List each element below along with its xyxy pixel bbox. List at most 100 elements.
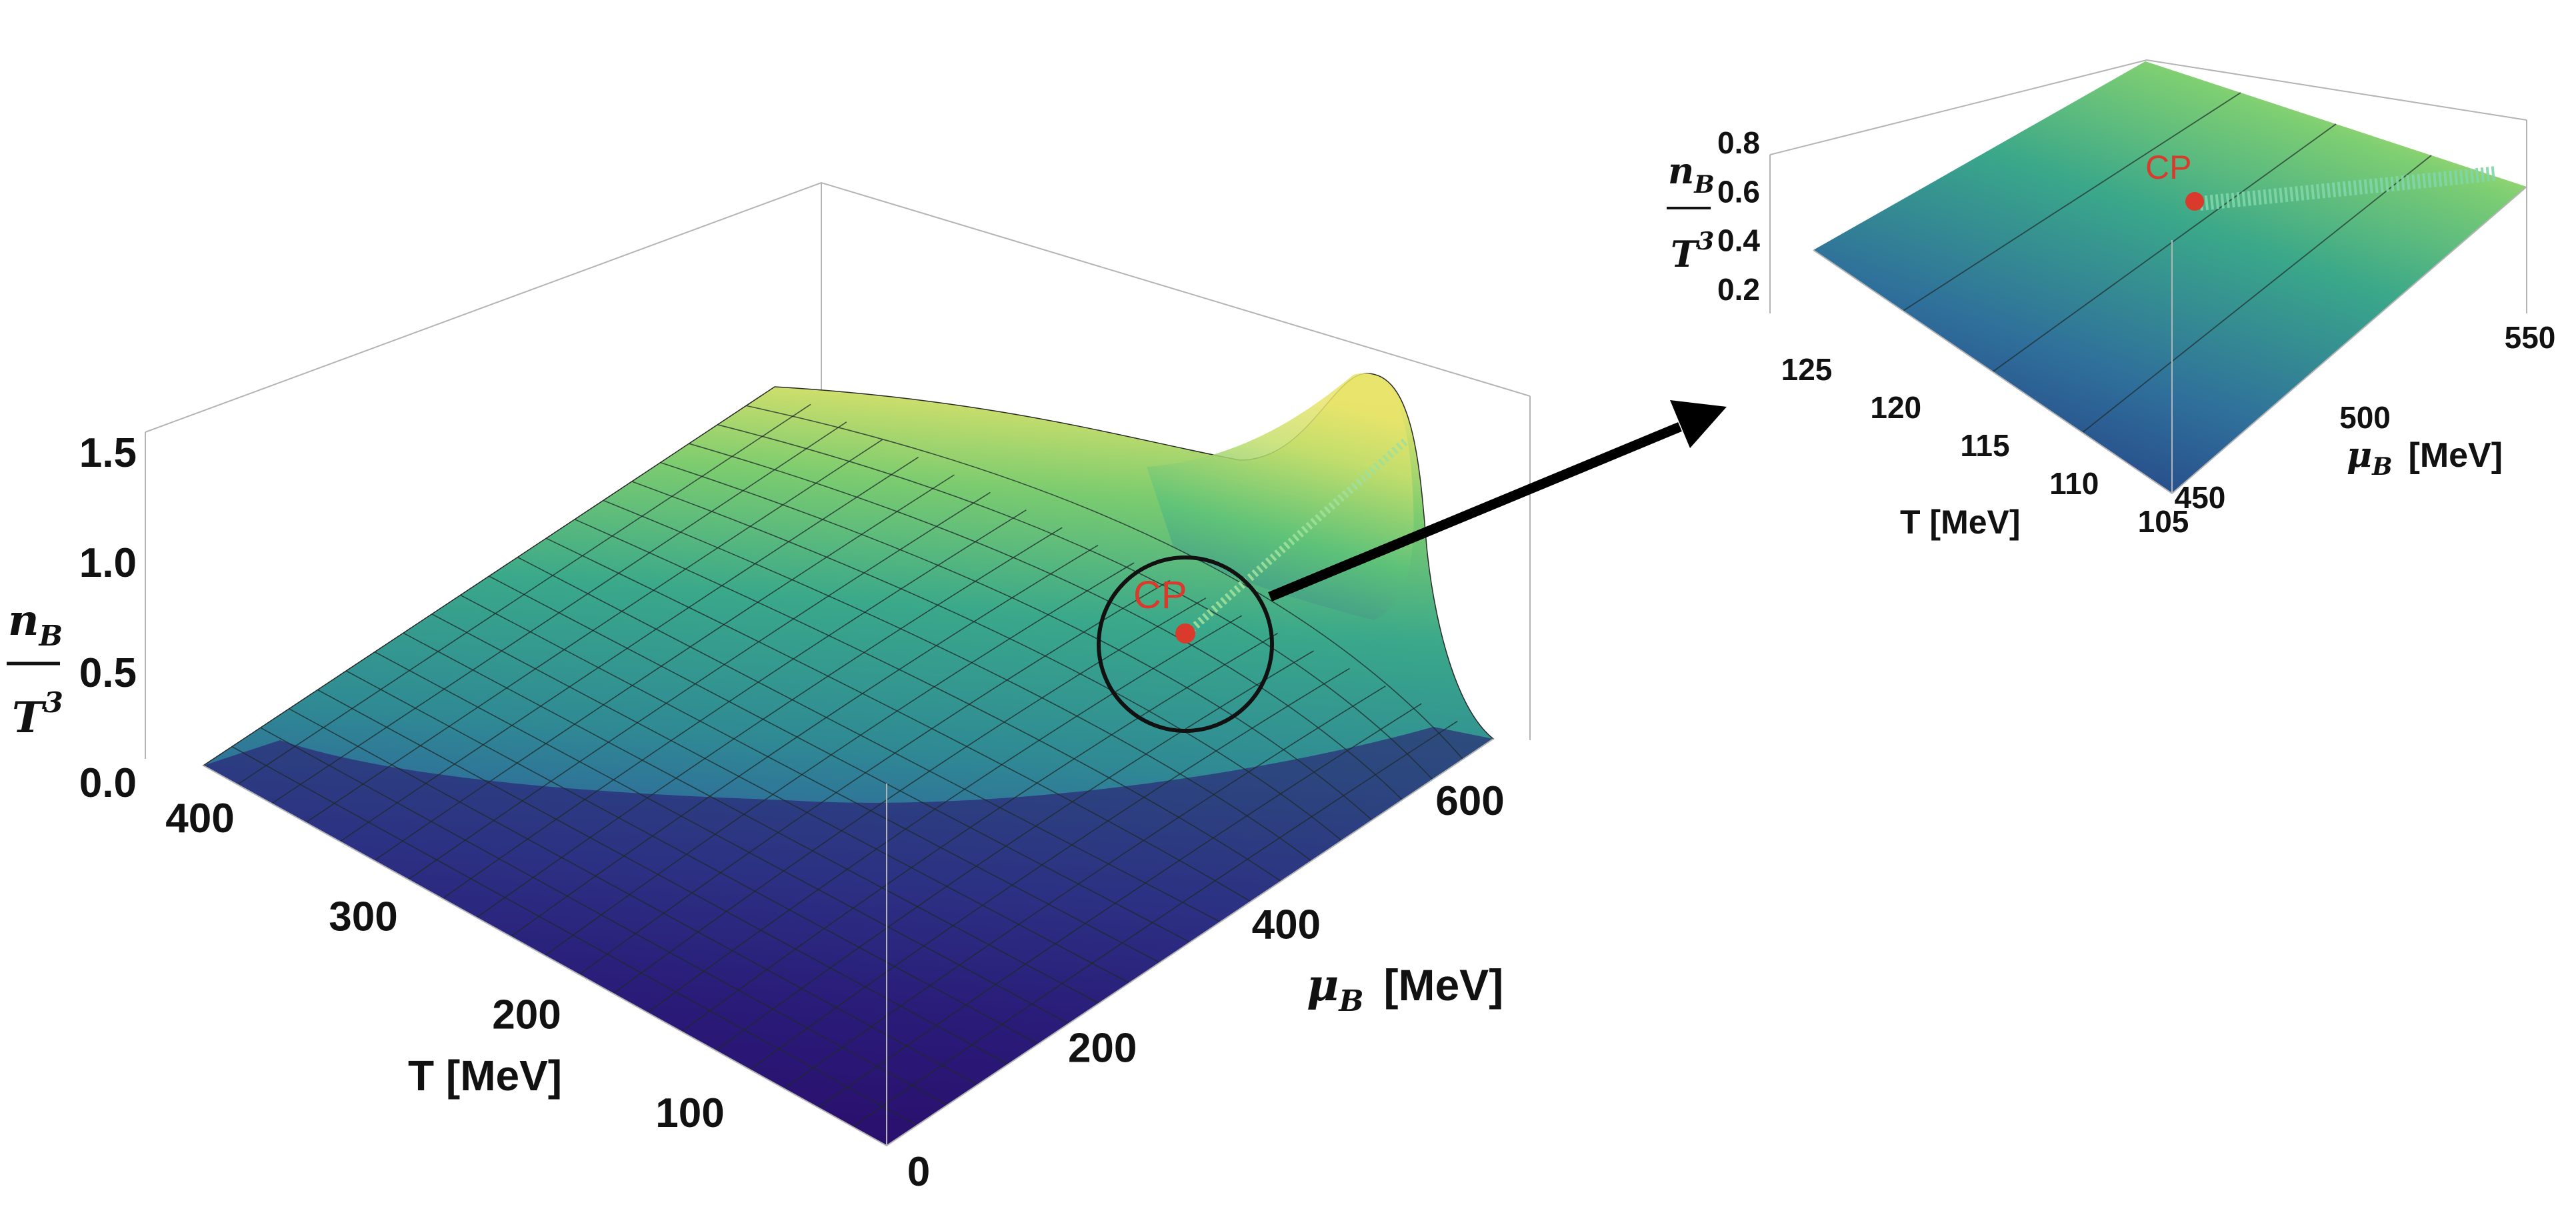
x_ticks-tick-3: 100 <box>655 1090 724 1136</box>
mesh-line-mu <box>717 424 1433 780</box>
inset-critical-point-label: CP <box>2145 149 2191 186</box>
mesh-line-t <box>647 615 1243 1014</box>
box-front-left-edge <box>203 765 887 1146</box>
mesh-line-mu <box>574 519 1281 882</box>
inset-z-ticks: 0.2 0.4 0.6 0.8 <box>1717 125 1760 307</box>
x_ticks-tick-1: 120 <box>1870 390 1921 425</box>
first-order-line <box>1184 437 1409 637</box>
low-t-shade <box>203 727 1493 1146</box>
inset-mesh-line <box>2081 155 2432 433</box>
z_ticks-tick-2: 0.6 <box>1717 174 1760 209</box>
mesh-line-mu <box>660 461 1373 821</box>
y_ticks-tick-0: 450 <box>2175 480 2226 515</box>
mesh-line-mu <box>317 689 1009 1065</box>
zoom-arrow <box>1268 400 1727 601</box>
zoom-arrow-head <box>1670 400 1727 448</box>
main-t-ticks: 400 300 200 100 <box>165 796 724 1136</box>
z_ticks-tick-0: 0.0 <box>79 760 137 806</box>
inset-z-label-numerator: nB <box>1668 149 1715 199</box>
mesh-line-t <box>613 597 1207 994</box>
critical-point-label: CP <box>1133 573 1187 617</box>
inset-mesh-line <box>1992 123 2337 373</box>
mesh-line-mu <box>631 481 1343 842</box>
mesh-line-t <box>305 439 883 824</box>
z_ticks-tick-1: 0.5 <box>79 650 137 696</box>
y_ticks-tick-3: 600 <box>1435 778 1504 824</box>
ridge-highlight <box>1147 373 1414 620</box>
mesh-line-mu <box>431 614 1130 984</box>
box-front-right-edge <box>886 738 1494 1146</box>
y_ticks-tick-2: 400 <box>1252 902 1321 948</box>
y_ticks-tick-0: 0 <box>907 1149 930 1195</box>
inset-t-ticks: 125 120 115 110 105 <box>1781 352 2189 539</box>
mesh-line-t <box>373 474 955 862</box>
zoom-arrow-shaft <box>1268 422 1682 601</box>
mesh-line-t <box>271 421 847 804</box>
main-mu-ticks: 0 200 400 600 <box>907 778 1505 1195</box>
inset-z-label: nB T3 <box>1667 149 1715 275</box>
main-z-ticks: 0.0 0.5 1.0 1.5 <box>79 430 137 806</box>
inset-z-label-denominator: T3 <box>1671 227 1714 275</box>
x_ticks-tick-1: 300 <box>329 894 397 940</box>
mesh-line-t <box>579 579 1171 976</box>
inset-plot: 0.2 0.4 0.6 0.8 nB T3 125 120 115 110 105 T [Me… <box>1667 59 2556 541</box>
mesh-line-mu <box>460 594 1160 964</box>
mesh-line-t <box>818 703 1422 1108</box>
cp-highlight-circle <box>1097 555 1274 733</box>
x_ticks-tick-0: 400 <box>165 796 234 842</box>
z_ticks-tick-2: 1.0 <box>79 540 137 586</box>
mesh-line-t <box>339 456 919 842</box>
z-label-denominator: T3 <box>12 686 63 743</box>
y_ticks-tick-1: 200 <box>1068 1026 1137 1072</box>
mesh-line-mu <box>603 499 1312 862</box>
inset-surface-mesh <box>1903 92 2432 433</box>
y_ticks-tick-1: 500 <box>2339 400 2391 435</box>
mesh-line-mu <box>545 537 1251 902</box>
mesh-line-t <box>545 562 1135 956</box>
mesh-line-t <box>715 650 1314 1052</box>
inset-box-front-right-edge <box>2171 186 2527 494</box>
critical-point-marker <box>1175 624 1195 644</box>
surface-mesh <box>231 403 1464 1128</box>
z_ticks-tick-0: 0.2 <box>1717 272 1760 307</box>
z_ticks-tick-1: 0.4 <box>1717 223 1760 258</box>
mesh-line-t <box>749 668 1350 1070</box>
mesh-line-t <box>783 686 1386 1090</box>
main-t-axis-label: T [MeV] <box>408 1052 562 1100</box>
mesh-line-mu <box>745 405 1464 760</box>
inset-critical-point-marker <box>2185 192 2204 211</box>
z_ticks-tick-3: 0.8 <box>1717 125 1760 160</box>
inset-mesh-line <box>1903 92 2241 312</box>
mesh-line-mu <box>517 556 1221 923</box>
mesh-line-mu <box>231 746 917 1126</box>
x_ticks-tick-4: 105 <box>2138 504 2189 539</box>
main-z-label: nB T3 <box>7 595 63 743</box>
x_ticks-tick-0: 125 <box>1781 352 1833 387</box>
mesh-line-mu <box>374 651 1069 1024</box>
mesh-line-t <box>510 544 1099 938</box>
inset-box-front-left-edge <box>1813 249 2173 494</box>
mesh-line-mu <box>403 632 1099 1004</box>
mesh-line-t <box>681 632 1279 1032</box>
inset-mu-axis-label: μB [MeV] <box>2347 435 2503 481</box>
mesh-line-mu <box>689 443 1403 801</box>
mesh-line-mu <box>345 670 1039 1045</box>
mesh-line-t <box>442 509 1027 900</box>
inset-box-back <box>1769 59 2527 313</box>
z-label-numerator: nB <box>8 595 63 652</box>
x_ticks-tick-3: 110 <box>2049 466 2099 501</box>
main-mu-axis-label: μB [MeV] <box>1307 959 1503 1018</box>
inset-t-axis-label: T [MeV] <box>1900 503 2021 541</box>
inset-surface <box>1813 61 2527 493</box>
z_ticks-tick-3: 1.5 <box>79 430 137 476</box>
inset-first-order-line <box>2199 166 2498 211</box>
mesh-line-mu <box>260 727 948 1106</box>
mesh-line-t <box>852 720 1458 1128</box>
inset-mu-ticks: 450 500 550 <box>2175 320 2556 515</box>
y_ticks-tick-2: 550 <box>2505 320 2556 355</box>
mesh-line-t <box>237 403 811 786</box>
inset-box-top-edges <box>1769 59 2527 155</box>
mesh-line-t <box>408 491 991 880</box>
